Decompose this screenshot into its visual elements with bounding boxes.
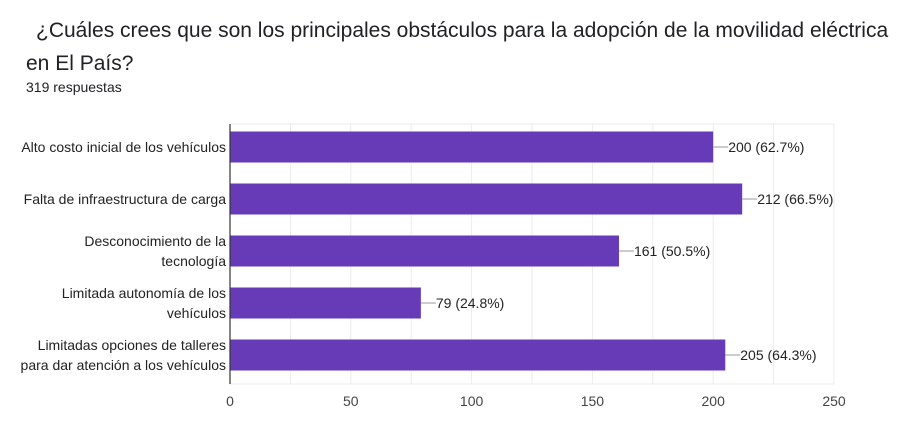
data-label: 161 (50.5%): [634, 243, 710, 259]
data-label: 200 (62.7%): [728, 139, 804, 155]
x-tick-label: 100: [460, 393, 484, 409]
bar: [230, 183, 743, 215]
x-tick-label: 0: [226, 393, 234, 409]
category-label: Limitadas opciones de talleres: [38, 337, 226, 353]
data-label: 205 (64.3%): [740, 347, 816, 363]
x-tick-label: 150: [581, 393, 605, 409]
category-label: Limitada autonomía de los: [62, 285, 226, 301]
response-count: 319 respuestas: [26, 79, 122, 95]
x-tick-label: 50: [343, 393, 359, 409]
category-label: Falta de infraestructura de carga: [24, 191, 227, 207]
data-label: 79 (24.8%): [436, 295, 504, 311]
data-label: 212 (66.5%): [757, 191, 833, 207]
category-label: vehículos: [167, 305, 226, 321]
question-title: ¿Cuáles crees que son los principales ob…: [26, 19, 889, 75]
bar: [230, 131, 714, 163]
category-label: tecnología: [161, 253, 226, 269]
bar: [230, 287, 421, 319]
x-tick-label: 250: [822, 393, 846, 409]
bar: [230, 235, 619, 267]
category-label: para dar atención a los vehículos: [21, 357, 226, 373]
category-label: Alto costo inicial de los vehículos: [21, 139, 226, 155]
x-tick-label: 200: [702, 393, 726, 409]
bar: [230, 339, 726, 371]
category-label: Desconocimiento de la: [84, 233, 226, 249]
